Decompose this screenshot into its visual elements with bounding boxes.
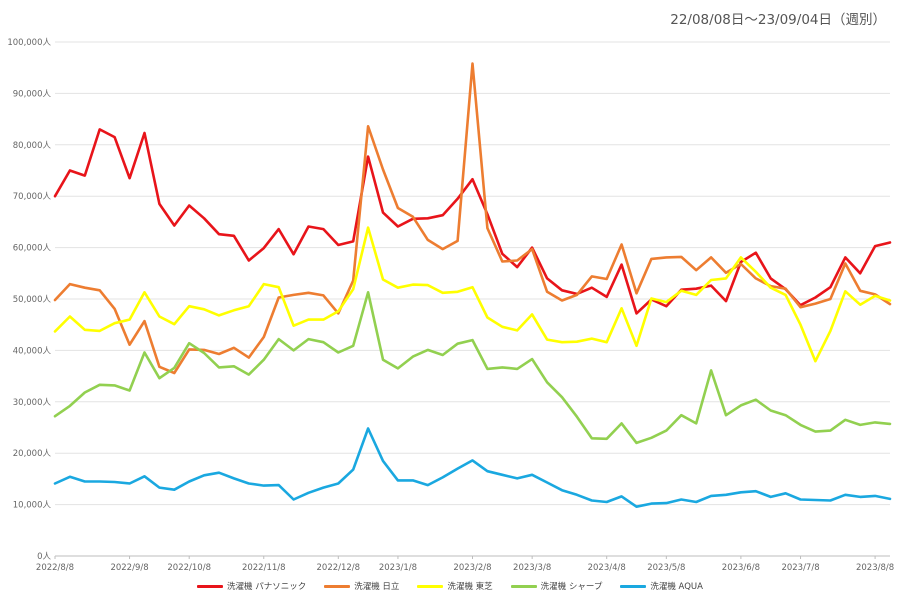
legend-item-2: 洗濯機 東芝 — [417, 580, 493, 592]
series-line-0 — [53, 128, 892, 315]
legend-swatch — [197, 585, 224, 588]
x-tick-label: 2022/12/8 — [317, 563, 361, 573]
legend-item-0: 洗濯機 パナソニック — [197, 580, 306, 592]
date-range-label: 22/08/08日～23/09/04日（週別） — [670, 12, 886, 28]
legend-label: 洗濯機 東芝 — [447, 582, 493, 592]
y-tick-label: 20,000人 — [13, 449, 52, 459]
x-tick-label: 2023/1/8 — [379, 563, 417, 573]
legend-label: 洗濯機 パナソニック — [227, 582, 307, 592]
grid-lines — [54, 41, 890, 559]
legend-label: 洗濯機 日立 — [354, 582, 400, 592]
series-line-4 — [53, 427, 892, 509]
legend-label: 洗濯機 AQUA — [650, 582, 703, 592]
x-tick-label: 2023/2/8 — [453, 563, 491, 573]
x-tick-label: 2022/9/8 — [110, 563, 148, 573]
x-tick-label: 2023/3/8 — [513, 563, 551, 573]
y-tick-label: 100,000人 — [7, 38, 51, 48]
legend-item-4: 洗濯機 AQUA — [620, 580, 703, 592]
x-tick-label: 2023/4/8 — [588, 563, 626, 573]
legend-swatch — [324, 585, 351, 588]
y-tick-label: 40,000人 — [13, 346, 52, 356]
y-tick-label: 90,000人 — [13, 89, 52, 99]
x-tick-label: 2022/10/8 — [167, 563, 211, 573]
legend-swatch — [417, 585, 444, 588]
legend-swatch — [510, 585, 537, 588]
x-tick-label: 2023/6/8 — [722, 563, 760, 573]
series-lines — [53, 62, 892, 509]
y-tick-label: 60,000人 — [13, 244, 52, 254]
series-line-1 — [53, 62, 892, 375]
legend-label: 洗濯機 シャープ — [540, 582, 603, 592]
series-line-3 — [53, 290, 892, 445]
axis-labels: 0人 10,000人 20,000人 30,000人 40,000人 50,000人 60,… — [7, 38, 894, 573]
series-line-2 — [53, 226, 892, 363]
x-tick-label: 2023/5/8 — [647, 563, 685, 573]
legend-item-1: 洗濯機 日立 — [324, 580, 399, 592]
y-tick-label: 10,000人 — [13, 501, 52, 511]
legend-item-3: 洗濯機 シャープ — [510, 580, 603, 592]
y-tick-label: 80,000人 — [13, 141, 52, 151]
y-tick-label: 0人 — [37, 552, 51, 562]
y-tick-label: 30,000人 — [13, 398, 52, 408]
x-tick-label: 2022/8/8 — [36, 563, 74, 573]
legend: 洗濯機 パナソニック 洗濯機 日立 洗濯機 東芝 洗濯機 シャープ 洗濯機 AQUA — [0, 580, 900, 596]
y-tick-label: 70,000人 — [13, 192, 52, 202]
x-tick-label: 2023/7/8 — [781, 563, 819, 573]
y-tick-label: 50,000人 — [13, 295, 52, 305]
legend-swatch — [620, 585, 647, 588]
x-tick-label: 2022/11/8 — [242, 563, 286, 573]
x-tick-label: 2023/8/8 — [856, 563, 894, 573]
